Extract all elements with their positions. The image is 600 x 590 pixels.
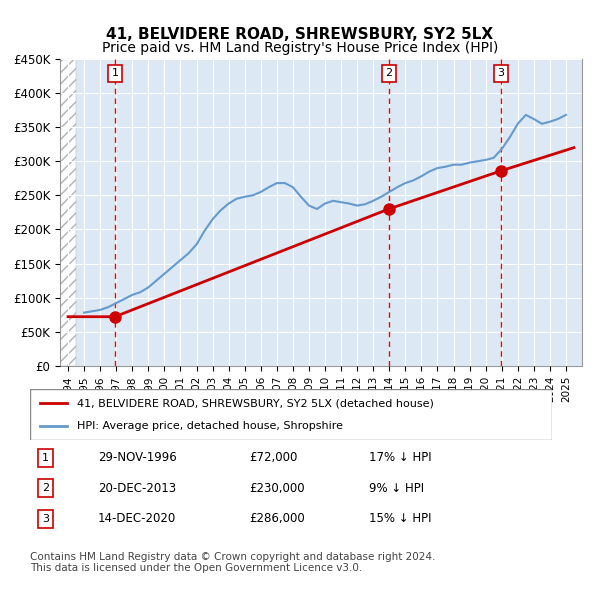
Text: 29-NOV-1996: 29-NOV-1996 (98, 451, 176, 464)
Text: 9% ↓ HPI: 9% ↓ HPI (370, 481, 424, 495)
Text: 15% ↓ HPI: 15% ↓ HPI (370, 512, 432, 525)
Text: Price paid vs. HM Land Registry's House Price Index (HPI): Price paid vs. HM Land Registry's House … (102, 41, 498, 55)
Text: £230,000: £230,000 (249, 481, 305, 495)
Text: 41, BELVIDERE ROAD, SHREWSBURY, SY2 5LX (detached house): 41, BELVIDERE ROAD, SHREWSBURY, SY2 5LX … (77, 398, 434, 408)
Text: 41, BELVIDERE ROAD, SHREWSBURY, SY2 5LX: 41, BELVIDERE ROAD, SHREWSBURY, SY2 5LX (106, 27, 494, 41)
FancyBboxPatch shape (30, 389, 552, 440)
Text: HPI: Average price, detached house, Shropshire: HPI: Average price, detached house, Shro… (77, 421, 343, 431)
Bar (60, 59, 76, 366)
Text: 2: 2 (385, 68, 392, 78)
Text: 20-DEC-2013: 20-DEC-2013 (98, 481, 176, 495)
Text: 1: 1 (42, 453, 49, 463)
Text: 14-DEC-2020: 14-DEC-2020 (98, 512, 176, 525)
Text: £286,000: £286,000 (249, 512, 305, 525)
Text: 1: 1 (112, 68, 118, 78)
Text: 2: 2 (42, 483, 49, 493)
Text: 17% ↓ HPI: 17% ↓ HPI (370, 451, 432, 464)
Text: Contains HM Land Registry data © Crown copyright and database right 2024.
This d: Contains HM Land Registry data © Crown c… (30, 552, 436, 573)
Text: £72,000: £72,000 (249, 451, 298, 464)
Text: 3: 3 (497, 68, 505, 78)
Text: 3: 3 (42, 514, 49, 524)
